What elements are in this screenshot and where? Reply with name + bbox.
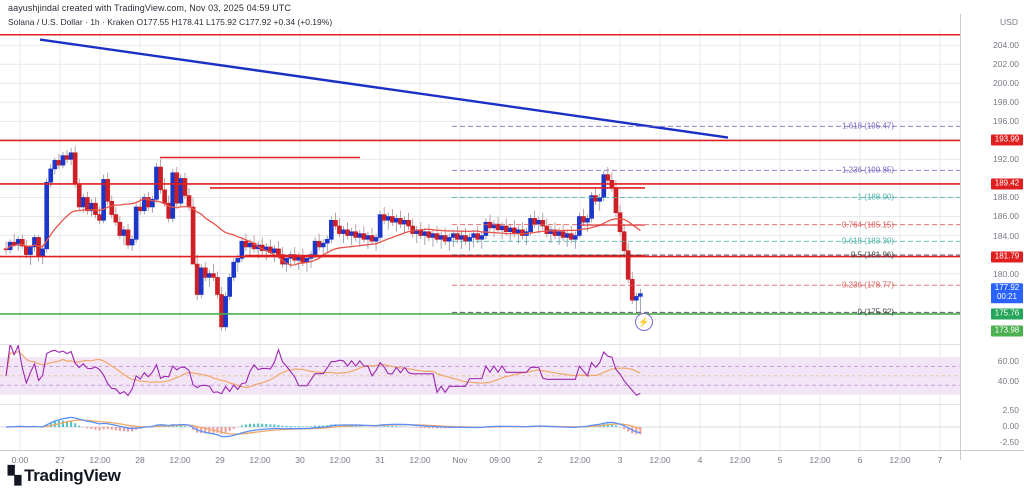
- macd-axis-tick: 0.00: [1002, 421, 1019, 431]
- pane-separator: [0, 344, 960, 345]
- macd-pane[interactable]: [0, 404, 960, 450]
- price-axis-tick: 188.00: [993, 192, 1019, 203]
- price-plot: [0, 30, 960, 344]
- time-axis-tick: 12:00: [569, 455, 591, 465]
- time-axis-tick: 12:00: [249, 455, 271, 465]
- chart-frame: Solana / U.S. Dollar · 1h · Kraken O177.…: [0, 14, 1024, 465]
- price-axis-tick: 184.00: [993, 230, 1019, 241]
- price-badge-value: 189.42: [994, 178, 1020, 188]
- price-axis-tick: 202.00: [993, 59, 1019, 70]
- time-axis-tick: Nov: [452, 455, 468, 465]
- time-axis-tick: 09:00: [489, 455, 511, 465]
- time-axis-tick: 12:00: [889, 455, 911, 465]
- time-axis-tick: 6: [857, 455, 863, 465]
- price-axis-tick: 198.00: [993, 97, 1019, 108]
- price-axis-tick: 204.00: [993, 40, 1019, 51]
- axis-currency-label: USD: [1000, 17, 1018, 27]
- price-axis-tick: 186.00: [993, 211, 1019, 222]
- last-price-badge[interactable]: 177.92 00:21: [991, 283, 1023, 304]
- macd-plot: [0, 404, 960, 450]
- rsi-plot: [0, 344, 960, 404]
- countdown-timer: 00:21: [996, 292, 1018, 302]
- tradingview-mark-icon: ▚: [8, 466, 21, 485]
- time-axis-tick: 12:00: [409, 455, 431, 465]
- price-axis-tick: 200.00: [993, 78, 1019, 89]
- time-axis-tick: 12:00: [169, 455, 191, 465]
- time-axis-tick: 12:00: [649, 455, 671, 465]
- time-axis-tick: 29: [215, 455, 225, 465]
- price-badge-value: 175.76: [994, 308, 1020, 318]
- price-axis-tick: 192.00: [993, 154, 1019, 165]
- time-axis-tick: 7: [937, 455, 943, 465]
- rsi-pane[interactable]: [0, 344, 960, 404]
- time-axis[interactable]: 0:00 27 12:00 28 12:00 29 12:00 30 12:00 31 12:00 N…: [0, 450, 1024, 472]
- time-axis-tick: 12:00: [809, 455, 831, 465]
- price-badge-value: 173.98: [994, 325, 1020, 335]
- price-badge-value: 193.99: [994, 134, 1020, 144]
- time-axis-tick: 31: [375, 455, 385, 465]
- tradingview-logo: ▚ TradingView: [8, 466, 121, 486]
- time-axis-tick: 0:00: [11, 455, 29, 465]
- tradingview-wordmark: TradingView: [24, 466, 121, 485]
- chart-legend: Solana / U.S. Dollar · 1h · Kraken O177.…: [8, 17, 333, 27]
- rsi-axis-tick: 60.00: [997, 356, 1019, 366]
- time-axis-tick: 12:00: [89, 455, 111, 465]
- price-level-badge[interactable]: 193.99: [991, 134, 1023, 146]
- time-axis-tick: 28: [135, 455, 145, 465]
- macd-axis-tick: 2.50: [1002, 405, 1019, 415]
- rsi-axis-tick: 40.00: [997, 376, 1019, 386]
- price-level-badge[interactable]: 173.98: [991, 325, 1023, 337]
- pane-separator: [0, 404, 960, 405]
- time-axis-tick: 12:00: [329, 455, 351, 465]
- macd-axis-tick: -2.50: [999, 437, 1019, 447]
- time-axis-tick: 30: [295, 455, 305, 465]
- time-axis-tick: 2: [537, 455, 543, 465]
- time-axis-tick: 5: [777, 455, 783, 465]
- time-axis-tick: 27: [55, 455, 65, 465]
- price-level-badge[interactable]: 189.42: [991, 178, 1023, 190]
- price-axis-tick: 196.00: [993, 116, 1019, 127]
- price-level-badge[interactable]: 181.79: [991, 251, 1023, 263]
- time-axis-tick: 4: [697, 455, 703, 465]
- attribution-text: aayushjindal created with TradingView.co…: [8, 3, 291, 13]
- price-badge-value: 181.79: [994, 251, 1020, 261]
- price-badge-value: 177.92: [994, 283, 1020, 293]
- price-axis-tick: 180.00: [993, 268, 1019, 279]
- time-axis-tick: 12:00: [729, 455, 751, 465]
- price-level-badge[interactable]: 175.76: [991, 308, 1023, 320]
- time-axis-tick: 3: [617, 455, 623, 465]
- price-pane[interactable]: [0, 30, 960, 344]
- price-axis[interactable]: USD 204.00 202.00 200.00 198.00 196.00 192.00…: [960, 14, 1024, 460]
